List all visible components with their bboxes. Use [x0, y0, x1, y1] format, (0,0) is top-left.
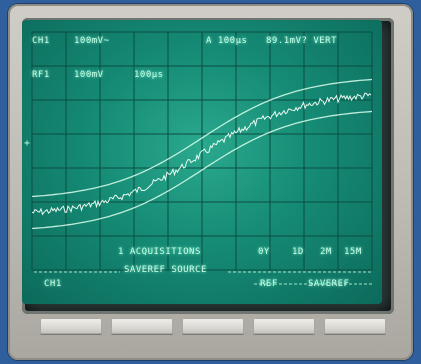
menu-label-ref[interactable]: REF: [260, 279, 278, 289]
ref-tscale: 100µs: [134, 70, 164, 80]
ch1-trace: [31, 92, 372, 216]
option-15m[interactable]: 15M: [344, 247, 362, 257]
ref-trace-lower: [31, 110, 373, 230]
ref-vscale: 100mV: [74, 70, 104, 80]
trigger-readout: 89.1mV? VERT: [266, 36, 338, 46]
option-2m[interactable]: 2M: [320, 247, 332, 257]
acquisitions-count: 1 ACQUISITIONS: [118, 247, 201, 257]
option-1d[interactable]: 1D: [292, 247, 304, 257]
option-0y[interactable]: 0Y: [258, 247, 270, 257]
softkey-5[interactable]: [324, 318, 386, 334]
ref-trace-upper: [31, 78, 373, 198]
timebase: A 100µs: [206, 36, 248, 46]
softkey-3[interactable]: [182, 318, 244, 334]
menu-label-saveref[interactable]: SAVEREF: [308, 279, 350, 289]
softkey-1[interactable]: [40, 318, 102, 334]
ch1-scale: 100mV~: [74, 36, 110, 46]
waveform-display: +: [24, 31, 373, 285]
softkey-2[interactable]: [111, 318, 173, 334]
graticule: [31, 31, 373, 271]
ref-label: RF1: [32, 70, 50, 80]
ch1-label: CH1: [32, 36, 50, 46]
softkey-4[interactable]: [253, 318, 315, 334]
menu-label-ch1[interactable]: CH1: [44, 279, 62, 289]
crt-screen: + CH1 100mV~ A 100µs 89.1mV? VERT RF1 10…: [22, 20, 382, 304]
ground-marker: +: [24, 138, 30, 149]
saveref-source-title: SAVEREF SOURCE: [124, 265, 207, 275]
